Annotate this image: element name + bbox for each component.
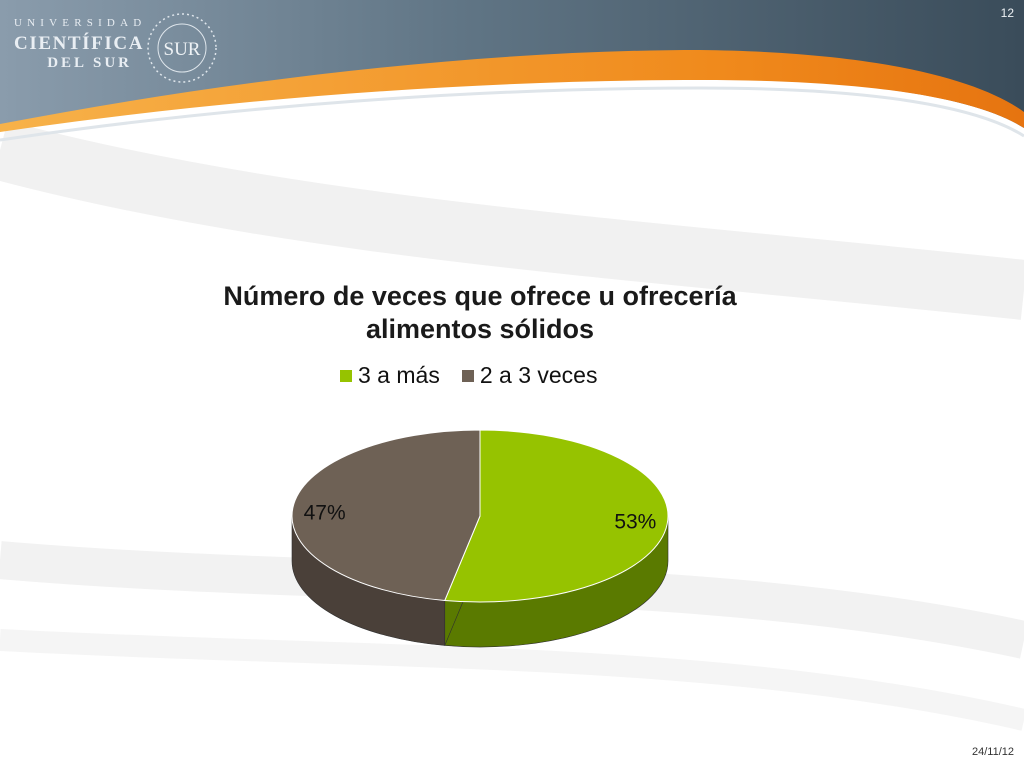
pie-slice-1: [291, 429, 481, 602]
chart-legend: 3 a más 2 a 3 veces: [340, 362, 597, 389]
seal-text: SUR: [164, 39, 201, 60]
logo-cientifica-text: CIENTÍFICA: [14, 33, 145, 54]
legend-item-2-a-3-veces: 2 a 3 veces: [461, 362, 598, 389]
date-footer: 24/11/12: [971, 746, 1014, 758]
legend-swatch-gray: [461, 369, 474, 382]
legend-item-3-a-mas: 3 a más: [340, 362, 440, 389]
logo-del-sur-text: DEL SUR: [47, 55, 132, 71]
chart-title-line-1: Número de veces que ofrece u ofrecería: [223, 281, 737, 311]
slide-number: 12: [1000, 6, 1014, 20]
legend-label: 3 a más: [358, 362, 440, 388]
pie-label-1: 47%: [304, 502, 346, 525]
pie-slice-0: [444, 429, 669, 603]
chart-title: Número de veces que ofrece u ofrecería a…: [150, 280, 810, 346]
legend-swatch-green: [340, 369, 352, 382]
pie-label-0: 53%: [614, 510, 656, 533]
legend-label: 2 a 3 veces: [479, 362, 598, 388]
university-seal-logo: SUR: [147, 13, 217, 83]
logo-university-text: UNIVERSIDAD: [14, 17, 147, 29]
chart-title-line-2: alimentos sólidos: [365, 314, 595, 344]
